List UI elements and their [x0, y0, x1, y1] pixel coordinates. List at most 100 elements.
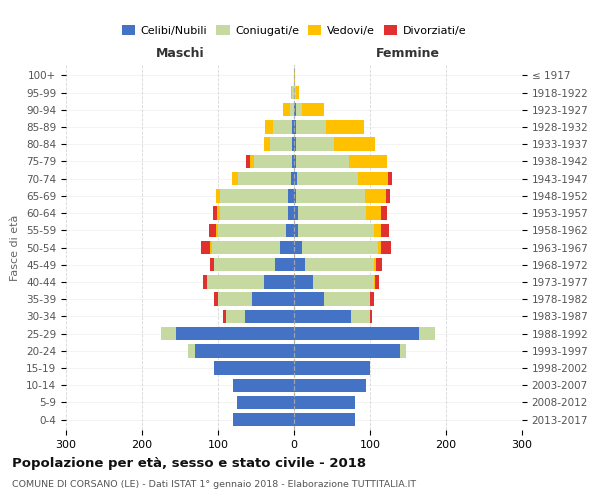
Bar — [294, 86, 296, 100]
Y-axis label: Fasce di età: Fasce di età — [10, 214, 20, 280]
Bar — [370, 310, 372, 323]
Bar — [233, 378, 294, 392]
Bar — [294, 258, 305, 272]
Bar — [273, 120, 292, 134]
Bar — [296, 86, 299, 100]
Bar — [254, 154, 292, 168]
Bar — [294, 154, 296, 168]
Bar — [294, 327, 419, 340]
Bar — [294, 378, 366, 392]
Bar — [297, 172, 358, 186]
Bar — [302, 241, 377, 254]
Bar — [294, 275, 313, 288]
Bar — [288, 206, 294, 220]
Bar — [209, 224, 217, 237]
Bar — [377, 241, 382, 254]
Text: Popolazione per età, sesso e stato civile - 2018: Popolazione per età, sesso e stato civil… — [12, 458, 366, 470]
Bar — [220, 189, 288, 202]
Bar — [374, 224, 382, 237]
Bar — [246, 154, 250, 168]
Bar — [376, 275, 379, 288]
Bar — [294, 362, 370, 374]
Bar — [294, 292, 325, 306]
Bar — [211, 241, 212, 254]
Bar — [161, 327, 176, 340]
Bar — [400, 344, 406, 358]
Bar — [313, 275, 374, 288]
Bar — [233, 413, 294, 426]
Text: Femmine: Femmine — [376, 47, 440, 60]
Bar — [269, 138, 292, 151]
Bar — [214, 206, 217, 220]
Bar — [290, 103, 294, 117]
Bar — [292, 154, 294, 168]
Bar — [218, 292, 252, 306]
Bar — [232, 172, 238, 186]
Bar — [263, 138, 269, 151]
Bar — [286, 224, 294, 237]
Bar — [294, 396, 355, 409]
Bar — [212, 241, 280, 254]
Bar — [291, 86, 292, 100]
Bar — [294, 310, 351, 323]
Bar — [220, 206, 288, 220]
Bar — [294, 103, 296, 117]
Bar — [206, 275, 263, 288]
Bar — [275, 258, 294, 272]
Bar — [218, 224, 286, 237]
Bar — [419, 327, 434, 340]
Bar — [298, 224, 374, 237]
Bar — [305, 258, 374, 272]
Bar — [294, 206, 298, 220]
Bar — [223, 310, 226, 323]
Bar — [263, 275, 294, 288]
Bar — [334, 138, 376, 151]
Bar — [296, 138, 334, 151]
Bar — [238, 172, 291, 186]
Bar — [294, 189, 296, 202]
Bar — [292, 138, 294, 151]
Bar — [292, 120, 294, 134]
Legend: Celibi/Nubili, Coniugati/e, Vedovi/e, Divorziati/e: Celibi/Nubili, Coniugati/e, Vedovi/e, Di… — [119, 23, 469, 38]
Bar — [280, 241, 294, 254]
Bar — [386, 189, 390, 202]
Bar — [294, 413, 355, 426]
Bar — [217, 206, 220, 220]
Bar — [214, 292, 218, 306]
Bar — [252, 292, 294, 306]
Bar — [296, 189, 365, 202]
Bar — [325, 292, 370, 306]
Bar — [203, 275, 206, 288]
Bar — [388, 172, 392, 186]
Bar — [366, 206, 382, 220]
Bar — [217, 224, 218, 237]
Bar — [294, 138, 296, 151]
Bar — [292, 86, 294, 100]
Bar — [288, 189, 294, 202]
Bar — [294, 241, 302, 254]
Bar — [226, 310, 245, 323]
Bar — [382, 241, 391, 254]
Bar — [382, 206, 388, 220]
Bar — [296, 120, 326, 134]
Bar — [294, 68, 295, 82]
Text: COMUNE DI CORSANO (LE) - Dati ISTAT 1° gennaio 2018 - Elaborazione TUTTITALIA.IT: COMUNE DI CORSANO (LE) - Dati ISTAT 1° g… — [12, 480, 416, 489]
Bar — [176, 327, 294, 340]
Bar — [298, 206, 366, 220]
Bar — [370, 292, 374, 306]
Bar — [376, 258, 382, 272]
Bar — [374, 275, 376, 288]
Bar — [245, 310, 294, 323]
Bar — [214, 362, 294, 374]
Bar — [365, 189, 386, 202]
Bar — [351, 310, 370, 323]
Bar — [188, 344, 195, 358]
Bar — [283, 103, 290, 117]
Bar — [302, 103, 325, 117]
Bar — [296, 154, 349, 168]
Text: Maschi: Maschi — [155, 47, 205, 60]
Bar — [294, 224, 298, 237]
Bar — [326, 120, 364, 134]
Bar — [214, 258, 275, 272]
Bar — [296, 103, 302, 117]
